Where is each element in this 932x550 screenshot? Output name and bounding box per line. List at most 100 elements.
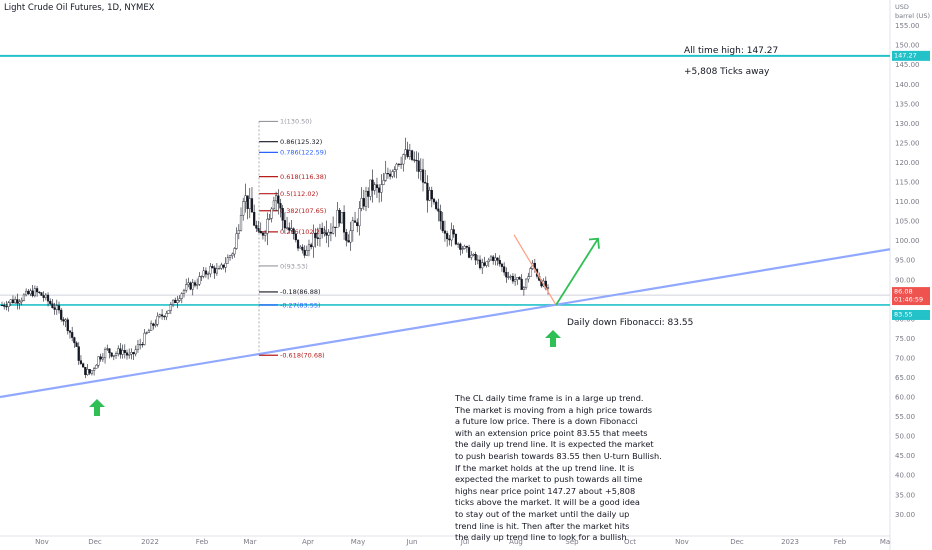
candle-body [222, 264, 225, 268]
y-tick-label: 100.00 [895, 237, 920, 245]
candle-body [64, 319, 67, 322]
candle-body [62, 319, 65, 322]
candle-body [404, 149, 407, 155]
y-tick-label: 105.00 [895, 218, 920, 226]
candle-body [3, 305, 6, 307]
candle-body [66, 319, 69, 332]
candle-body [347, 240, 350, 243]
candle-body [246, 195, 249, 209]
candle-body [103, 349, 107, 359]
candle-body [22, 294, 26, 301]
candle-body [110, 352, 113, 357]
x-tick-label: 2023 [781, 538, 799, 546]
candle-body [101, 357, 104, 360]
candle-body [494, 257, 497, 261]
candle-body [211, 266, 214, 269]
candle-body [340, 212, 343, 224]
candle-body [180, 293, 183, 299]
y-tick-label: 95.00 [895, 257, 915, 265]
y-tick-label: 155.00 [895, 22, 920, 30]
candle-body [163, 315, 166, 318]
candle-body [220, 264, 223, 269]
x-tick-label: Nov [675, 538, 689, 546]
candle-body [128, 353, 131, 356]
candle-body [430, 190, 433, 200]
candle-body [215, 268, 218, 274]
y-tick-label: 130.00 [895, 120, 920, 128]
candle-body [213, 267, 216, 274]
candle-body [250, 198, 254, 213]
up-arrow-icon [89, 399, 105, 416]
candle-body [130, 352, 133, 355]
candle-body [55, 305, 58, 310]
candle-body [204, 270, 208, 275]
x-tick-label: Oct [624, 538, 636, 546]
candle-body [217, 268, 221, 270]
candle-body [165, 313, 168, 318]
y-tick-label: 115.00 [895, 179, 920, 187]
candle-body [117, 348, 120, 354]
candle-body [492, 256, 495, 261]
y-tick-label: 90.00 [895, 276, 915, 284]
candle-body [417, 160, 420, 172]
candle-body [305, 250, 308, 256]
candle-body [40, 292, 43, 296]
candle-body [51, 303, 54, 308]
candle-body [360, 198, 363, 209]
candle-body [351, 220, 354, 231]
candle-body [503, 266, 506, 273]
candle-body [171, 299, 175, 305]
candle-body [456, 243, 460, 245]
candle-body [470, 254, 473, 258]
candle-body [14, 299, 17, 304]
candle-body [443, 230, 447, 234]
up-arrow-icon [545, 330, 561, 347]
candle-body [160, 314, 164, 317]
candle-body [132, 352, 135, 355]
candle-body [112, 355, 115, 357]
candle-body [33, 288, 36, 297]
candle-body [452, 229, 455, 235]
y-tick-label: 50.00 [895, 433, 915, 441]
y-tick-label: 40.00 [895, 472, 915, 480]
candle-body [439, 211, 442, 222]
candle-body [178, 298, 181, 301]
candle-body [237, 229, 240, 234]
x-tick-label: Apr [302, 538, 314, 546]
candle-body [264, 233, 267, 236]
candle-body [435, 201, 438, 210]
candle-body [281, 207, 284, 221]
x-tick-label: Aug [509, 538, 523, 546]
candle-body [448, 238, 451, 241]
price-tag-text: 01:46:59 [894, 296, 923, 304]
y-tick-label: 135.00 [895, 100, 920, 108]
candle-body [90, 370, 94, 374]
candle-body [441, 220, 444, 232]
candle-body [303, 249, 306, 256]
candle-body [68, 330, 72, 333]
candle-body [224, 263, 227, 268]
candle-body [277, 195, 280, 204]
candle-body [16, 299, 19, 304]
candle-body [371, 179, 374, 191]
candle-body [44, 294, 47, 298]
candle-body [406, 149, 409, 157]
candle-body [253, 212, 256, 226]
candle-body [527, 276, 530, 280]
candle-body [231, 253, 234, 257]
candle-body [432, 198, 436, 203]
candle-body [465, 245, 468, 248]
x-tick-label: Mar [243, 538, 256, 546]
candle-body [413, 159, 416, 161]
candle-body [156, 315, 159, 325]
fib-level-label: -0.18(86.88) [280, 288, 321, 296]
candle-body [20, 300, 23, 303]
price-tag-bg [892, 309, 930, 320]
candle-body [228, 255, 232, 258]
candle-body [424, 182, 427, 184]
fib-level-label: 0.382(107.65) [280, 207, 326, 215]
ath-label: All time high: 147.27 [684, 46, 779, 56]
candle-body [389, 173, 392, 177]
